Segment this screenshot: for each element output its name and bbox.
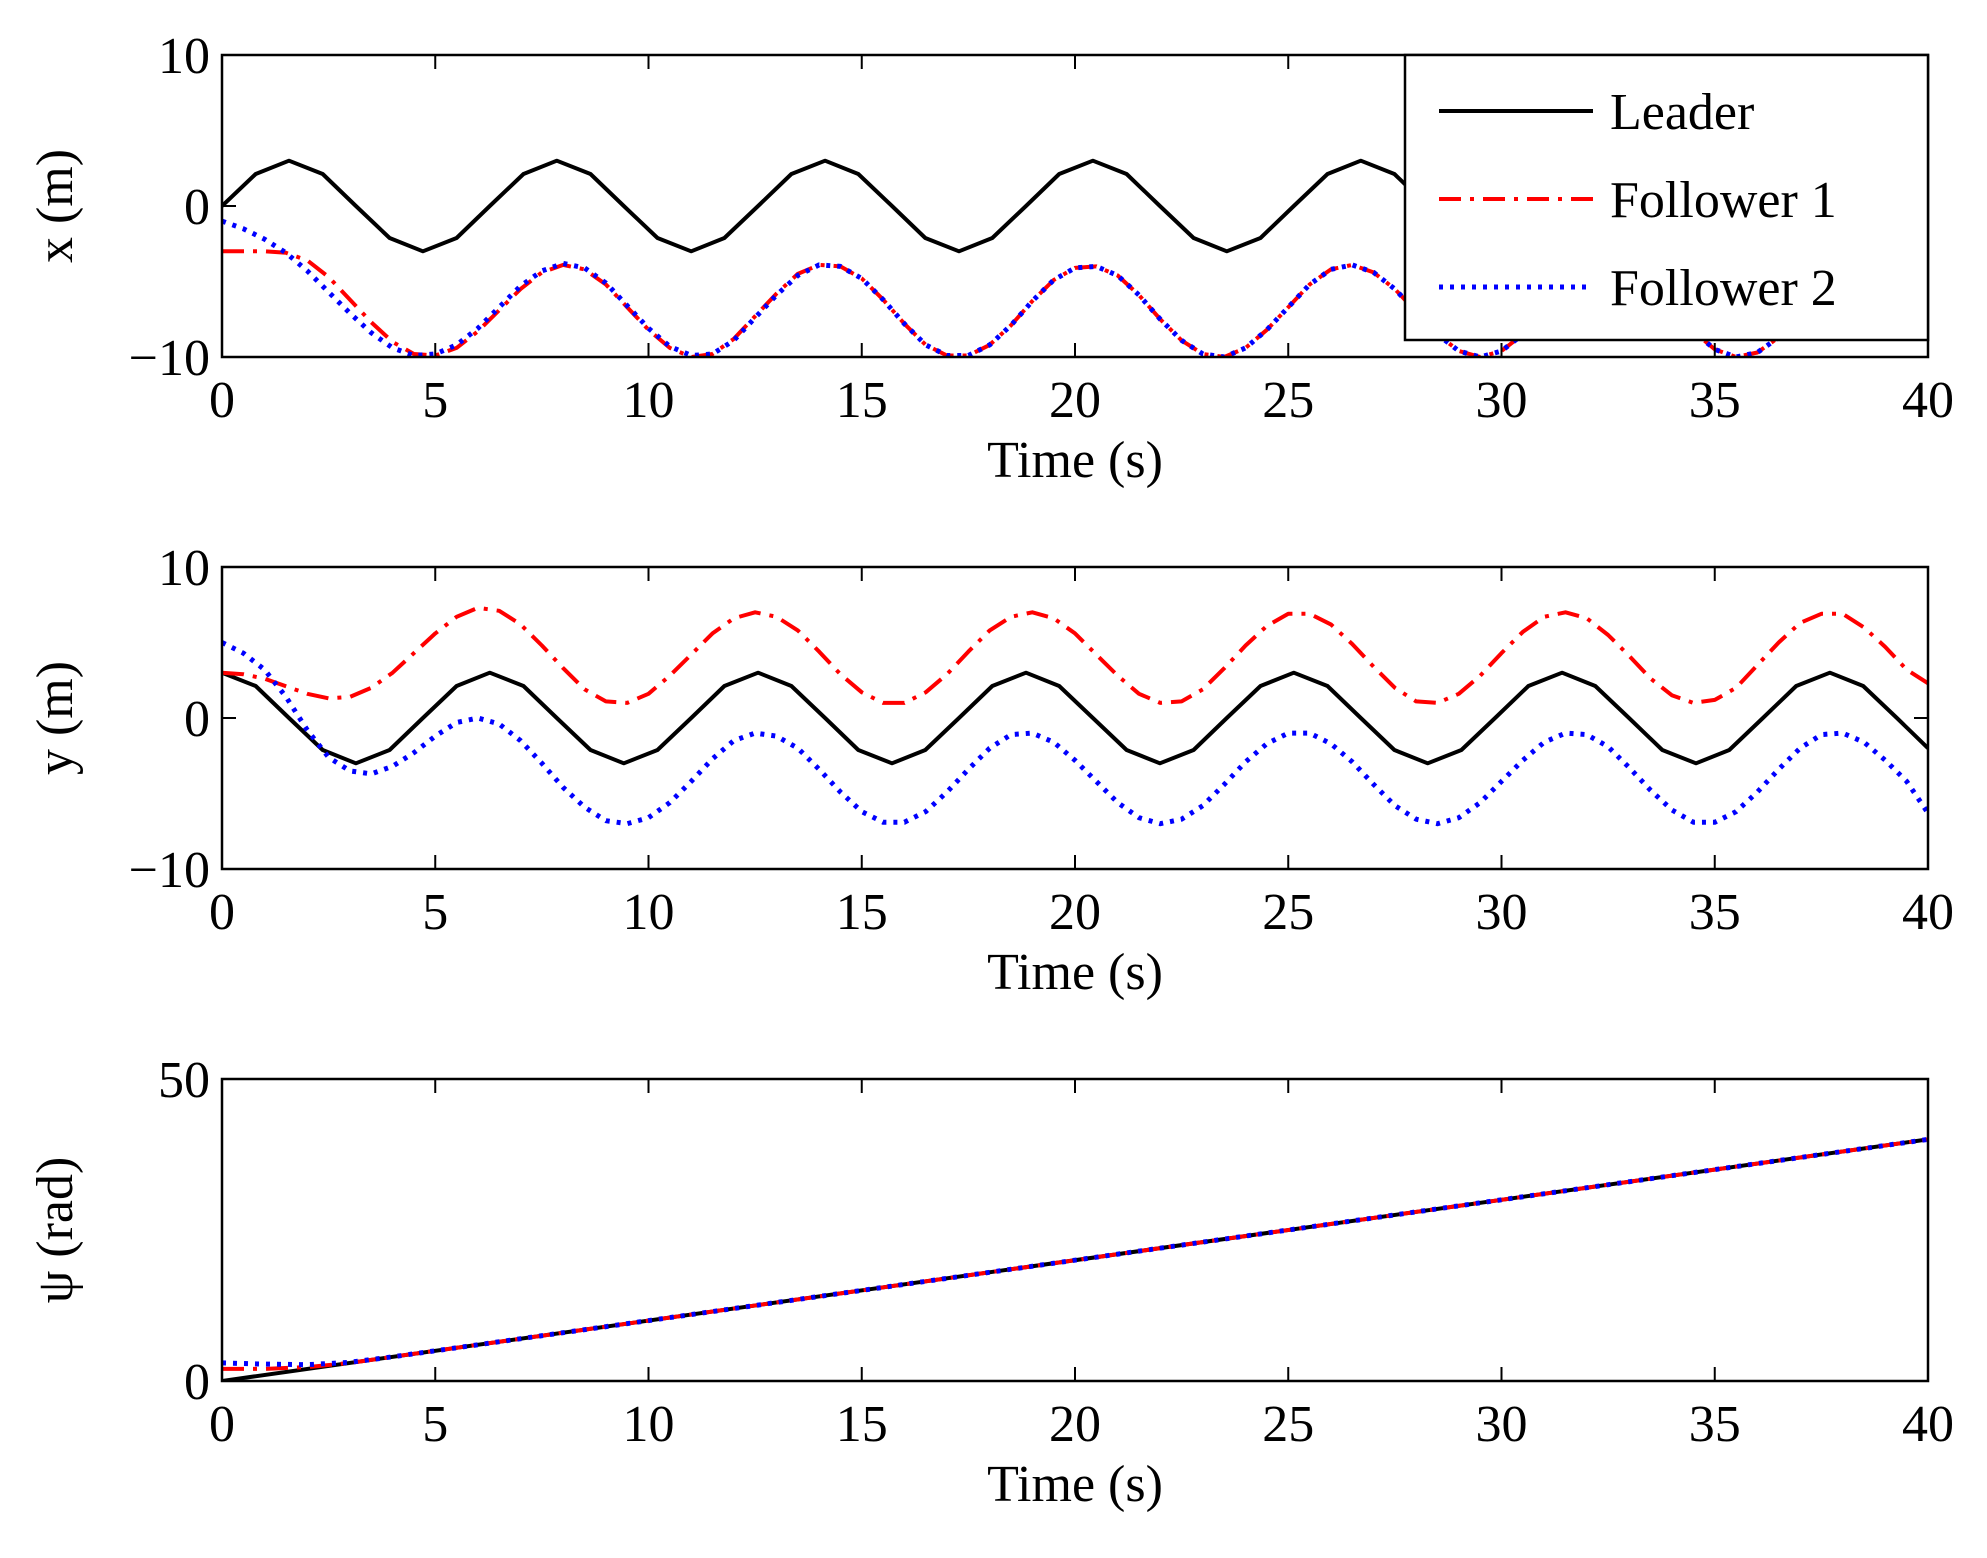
x-tick-label: 30	[1476, 884, 1528, 941]
x-axis-label: Time (s)	[987, 432, 1163, 489]
legend-label-leader: Leader	[1610, 84, 1754, 141]
y-tick-label: 50	[158, 1052, 210, 1109]
x-tick-label: 25	[1262, 1396, 1314, 1453]
x-tick-label: 20	[1049, 372, 1101, 429]
legend-label-follower-2: Follower 2	[1610, 260, 1837, 317]
x-tick-label: 35	[1689, 884, 1741, 941]
x-tick-label: 20	[1049, 1396, 1101, 1453]
y-axis-label: y (m)	[27, 661, 84, 775]
x-tick-label: 5	[422, 884, 448, 941]
axes-frame	[220, 1077, 1930, 1383]
legend: Leader Follower 1 Follower 2	[1403, 53, 1930, 342]
x-tick-label: 15	[836, 1396, 888, 1453]
y-tick-label: 10	[158, 540, 210, 597]
y-tick-label: −10	[129, 842, 210, 899]
y-tick-label: 0	[184, 1354, 210, 1411]
x-tick-label: 40	[1902, 884, 1954, 941]
x-tick-label: 35	[1689, 372, 1741, 429]
legend-label-follower-1: Follower 1	[1610, 172, 1837, 229]
x-tick-label: 5	[422, 372, 448, 429]
x-tick-label: 25	[1262, 884, 1314, 941]
x-tick-label: 5	[422, 1396, 448, 1453]
x-tick-label: 0	[209, 1396, 235, 1453]
x-tick-label: 25	[1262, 372, 1314, 429]
series-line-follower-2	[222, 640, 1928, 827]
series-group	[222, 1136, 1928, 1381]
y-axis-label: x (m)	[27, 149, 84, 263]
axes-frame	[220, 565, 1930, 871]
chart-panel-3: 0 5 10 15 20 25 30 35 40 0 50 Time (s) ψ (rad)	[27, 1052, 1954, 1513]
y-axis-label: ψ (rad)	[27, 1157, 84, 1304]
series-line-follower-1	[222, 1137, 1928, 1371]
x-tick-label: 10	[623, 372, 675, 429]
x-tick-label: 15	[836, 372, 888, 429]
x-tick-label: 40	[1902, 372, 1954, 429]
x-tick-label: 20	[1049, 884, 1101, 941]
x-tick-label: 40	[1902, 1396, 1954, 1453]
x-tick-label: 30	[1476, 372, 1528, 429]
x-axis-label: Time (s)	[987, 944, 1163, 1001]
series-line-follower-2	[222, 1136, 1928, 1368]
x-tick-label: 10	[623, 884, 675, 941]
series-group	[222, 605, 1928, 827]
y-tick-label: −10	[129, 330, 210, 387]
legend-box	[1403, 53, 1930, 342]
series-line-follower-1	[222, 605, 1928, 705]
x-tick-label: 0	[209, 884, 235, 941]
y-tick-label: 0	[184, 691, 210, 748]
x-tick-label: 10	[623, 1396, 675, 1453]
y-tick-label: 10	[158, 28, 210, 85]
x-tick-label: 0	[209, 372, 235, 429]
x-axis-label: Time (s)	[987, 1456, 1163, 1513]
x-tick-label: 30	[1476, 1396, 1528, 1453]
x-tick-label: 15	[836, 884, 888, 941]
y-tick-label: 0	[184, 179, 210, 236]
x-tick-label: 35	[1689, 1396, 1741, 1453]
series-line-leader	[222, 670, 1928, 766]
